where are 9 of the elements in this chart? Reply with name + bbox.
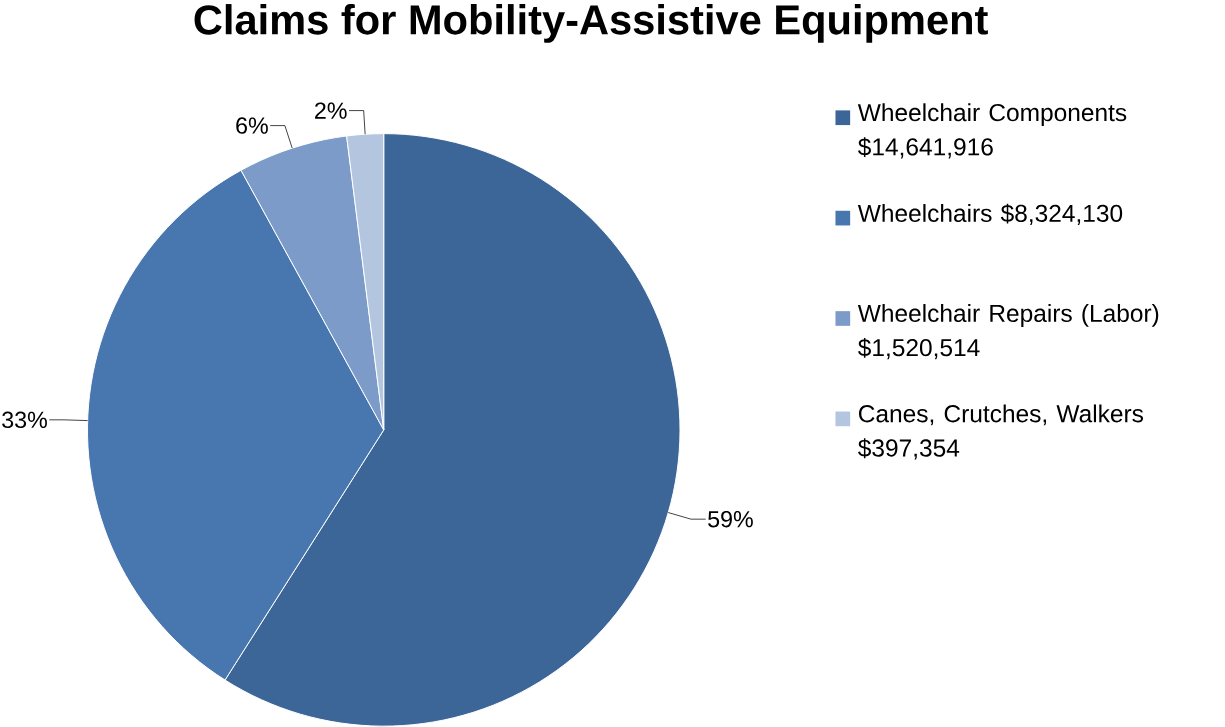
chart-title: Claims for Mobility-Assistive Equipment (194, 4, 988, 44)
data-label: 6% (236, 117, 268, 135)
data-label: 2% (315, 102, 347, 119)
legend-label: Wheelchair Components $14,641,916 (857, 103, 1127, 159)
data-label: 59% (708, 511, 753, 528)
data-label: 33% (2, 411, 47, 429)
legend-label: Wheelchairs $8,324,130 (857, 203, 1123, 226)
legend-label: Canes, Crutches, Walkers $397,354 (858, 404, 1144, 460)
legend-label: Wheelchair Repairs (Labor) $1,520,514 (857, 304, 1159, 360)
